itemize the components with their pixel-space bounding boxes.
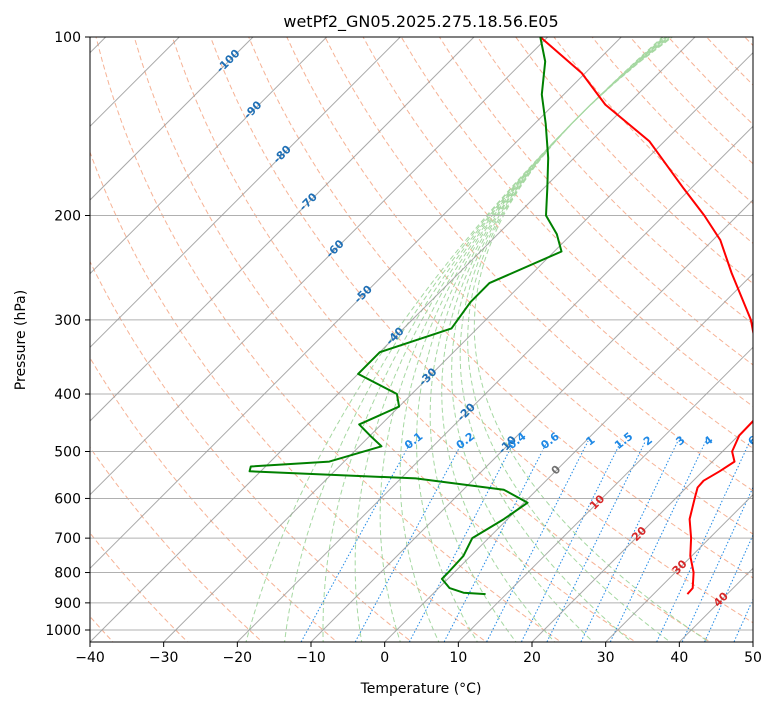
- dry-adiabat-line: [95, 37, 562, 642]
- dry-adiabat-line: [90, 356, 338, 642]
- y-tick-label: 800: [54, 566, 81, 582]
- mixing-ratio-label: 6: [746, 433, 760, 448]
- isotherm-line: [752, 641, 753, 642]
- dewpoint-profile: [248, 37, 563, 596]
- mixing-ratio-line: [520, 440, 622, 642]
- plot-area: -100-90-80-70-60-50-40-30-20-10010203040…: [90, 37, 775, 645]
- dry-adiabat-line: [477, 37, 753, 325]
- x-tick-label: −40: [75, 650, 105, 666]
- y-axis-ticks: 1000 900 800 700 600 500 400 300 200 100: [45, 30, 90, 639]
- y-tick-label: 500: [54, 444, 81, 460]
- x-tick-label: 0: [380, 650, 389, 666]
- isotherms: [90, 37, 753, 642]
- mixing-ratio-line: [300, 440, 412, 642]
- isotherm-line: [90, 37, 475, 422]
- isotherm-line: [90, 37, 402, 349]
- x-tick-label: 30: [597, 650, 615, 666]
- x-tick-label: 20: [523, 650, 541, 666]
- y-tick-label: 100: [54, 30, 81, 46]
- y-tick-label: 600: [54, 491, 81, 507]
- isotherm-line: [604, 493, 753, 642]
- mixing-ratio-label: 8: [770, 433, 775, 448]
- dry-adiabat-line: [90, 446, 263, 642]
- chart-title: wetPf2_GN05.2025.275.18.56.E05: [283, 12, 558, 32]
- mixing-ratio-line: [546, 440, 646, 642]
- dry-adiabat-line: [438, 37, 753, 366]
- mixing-ratio-line: [609, 440, 707, 642]
- isotherm-line: [310, 199, 753, 642]
- moist-adiabat-line: [441, 37, 670, 642]
- x-tick-label: 10: [449, 650, 467, 666]
- isotherm-line: [236, 125, 753, 642]
- x-axis-ticks: −40 −30 −20 −10 0 10 20 30 40 50: [75, 642, 762, 666]
- isotherm-line: [531, 420, 753, 642]
- moist-adiabat-line: [399, 37, 667, 642]
- isotherm-line: [162, 51, 753, 642]
- y-tick-label: 400: [54, 387, 81, 403]
- y-tick-label: 1000: [45, 623, 81, 639]
- mixing-ratio-line: [756, 441, 775, 645]
- mixing-ratio-line: [656, 440, 751, 642]
- dry-adiabat-line: [362, 37, 753, 449]
- plot-frame: [89, 36, 754, 643]
- x-tick-label: 40: [670, 650, 688, 666]
- isotherm-line: [90, 37, 623, 570]
- grid-lines: [90, 37, 753, 631]
- y-axis-label: Pressure (hPa): [13, 290, 29, 390]
- sounding-series: [248, 37, 753, 596]
- y-tick-label: 900: [54, 596, 81, 612]
- isotherm-line: [457, 346, 753, 642]
- x-tick-label: −30: [149, 650, 179, 666]
- temperature-profile: [539, 37, 753, 595]
- mixing-ratio-line: [580, 440, 679, 642]
- isotherm-line: [90, 37, 549, 496]
- x-tick-label: −20: [223, 650, 253, 666]
- y-tick-label: 700: [54, 531, 81, 547]
- x-axis-label: Temperature (°C): [360, 681, 482, 697]
- isotherm-line: [90, 37, 328, 275]
- mixing-ratio-line: [443, 440, 549, 642]
- y-tick-label: 200: [54, 209, 81, 225]
- isotherm-line: [383, 272, 753, 642]
- y-tick-label: 300: [54, 313, 81, 329]
- dry-adiabat-line: [324, 37, 753, 492]
- mixing-ratio-line: [486, 440, 589, 642]
- isotherm-line: [90, 37, 696, 642]
- dry-adiabat-line: [90, 150, 488, 642]
- isotherm-line: [90, 37, 254, 201]
- x-tick-label: 50: [744, 650, 762, 666]
- x-tick-label: −10: [296, 650, 326, 666]
